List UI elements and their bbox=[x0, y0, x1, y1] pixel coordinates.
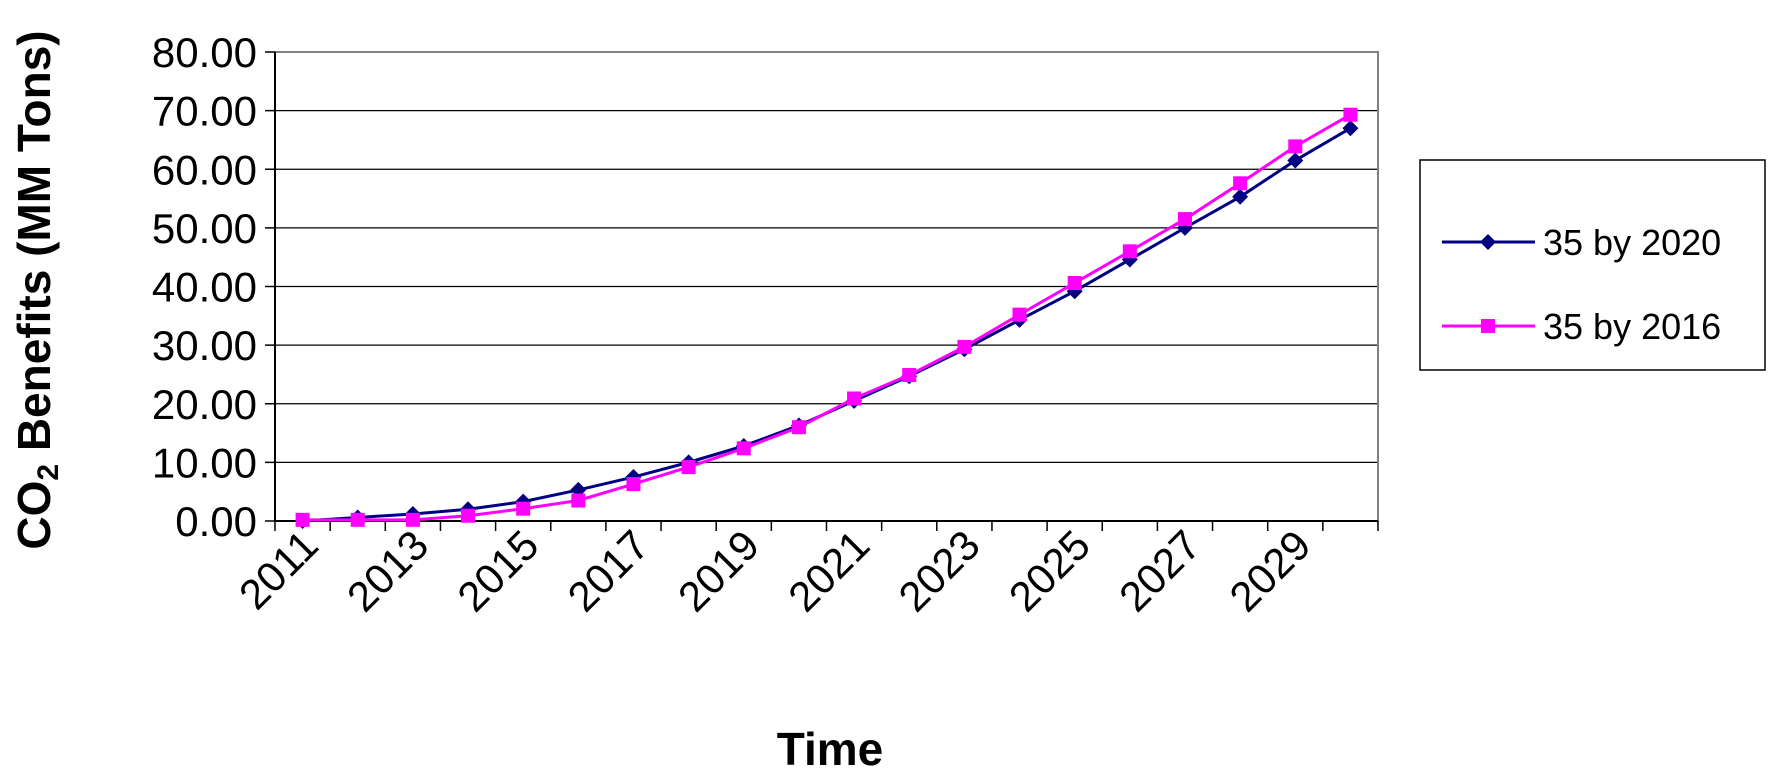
data-point bbox=[1012, 307, 1027, 322]
data-point bbox=[1287, 152, 1304, 169]
series-layer bbox=[294, 107, 1359, 529]
data-point bbox=[1233, 176, 1248, 191]
data-point bbox=[461, 508, 476, 523]
data-point bbox=[681, 460, 696, 475]
y-tick-label: 30.00 bbox=[152, 322, 257, 369]
y-tick-label: 10.00 bbox=[152, 439, 257, 486]
x-tick-label: 2029 bbox=[1220, 521, 1319, 620]
axes bbox=[265, 51, 1379, 531]
x-tick-label: 2017 bbox=[559, 521, 658, 620]
data-point bbox=[405, 512, 420, 527]
y-tick-label: 80.00 bbox=[152, 29, 257, 76]
data-point bbox=[571, 493, 586, 508]
series-2 bbox=[295, 107, 1358, 527]
legend-marker bbox=[1481, 319, 1495, 333]
legend-marker bbox=[1480, 234, 1496, 250]
legend: 35 by 2020 35 by 2016 bbox=[1419, 159, 1766, 371]
legend-box bbox=[1419, 159, 1766, 371]
data-point bbox=[957, 339, 972, 354]
y-tick-label: 50.00 bbox=[152, 205, 257, 252]
data-point bbox=[626, 477, 641, 492]
legend-entry: 35 by 2016 bbox=[1442, 306, 1721, 347]
y-tick-label: 60.00 bbox=[152, 146, 257, 193]
data-point bbox=[295, 512, 310, 527]
x-tick-label: 2019 bbox=[669, 521, 768, 620]
series-1 bbox=[294, 120, 1359, 529]
x-tick-label: 2015 bbox=[448, 521, 547, 620]
x-tick-label: 2013 bbox=[338, 521, 437, 620]
y-tick-label: 40.00 bbox=[152, 264, 257, 311]
y-tick-label: 0.00 bbox=[175, 498, 257, 545]
data-point bbox=[516, 501, 531, 516]
x-tick-label: 2023 bbox=[889, 521, 988, 620]
legend-label: 35 by 2020 bbox=[1543, 222, 1721, 263]
y-tick-label: 70.00 bbox=[152, 88, 257, 135]
data-point bbox=[1232, 188, 1249, 205]
gridlines bbox=[275, 51, 1378, 463]
x-tick-label: 2025 bbox=[1000, 521, 1099, 620]
data-point bbox=[847, 391, 862, 406]
data-point bbox=[1067, 275, 1082, 290]
data-point bbox=[1343, 107, 1358, 122]
y-axis-title: CO2 Benefits (MM Tons) bbox=[8, 30, 65, 549]
y-tick-labels: 0.00 10.00 20.00 30.00 40.00 50.00 60.00 70.00 8… bbox=[152, 29, 257, 545]
x-tick-labels: 2011 2013 2015 2017 2019 2021 2023 2025 2027 2029 bbox=[230, 521, 1320, 620]
data-point bbox=[350, 512, 365, 527]
data-point bbox=[736, 441, 751, 456]
x-tick-label: 2027 bbox=[1110, 521, 1209, 620]
data-point bbox=[902, 368, 917, 383]
data-point bbox=[791, 420, 806, 435]
legend-label: 35 by 2016 bbox=[1543, 306, 1721, 347]
x-tick-label: 2021 bbox=[779, 521, 878, 620]
data-point bbox=[1177, 212, 1192, 227]
x-axis-title: Time bbox=[777, 723, 884, 771]
series-line bbox=[302, 113, 1352, 522]
data-point bbox=[1342, 120, 1359, 137]
legend-entry: 35 by 2020 bbox=[1442, 222, 1721, 263]
data-point bbox=[1288, 139, 1303, 154]
data-point bbox=[1122, 244, 1137, 259]
y-tick-label: 20.00 bbox=[152, 381, 257, 428]
